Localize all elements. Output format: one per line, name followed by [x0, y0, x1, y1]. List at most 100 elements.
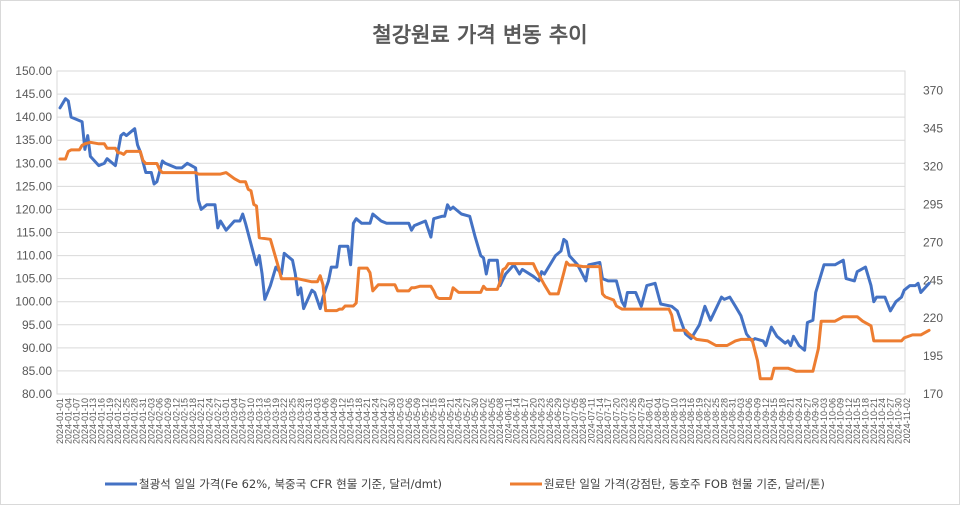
left-axis-tick-label: 80.00	[22, 387, 52, 401]
right-axis-tick-label: 295	[923, 197, 943, 211]
x-axis-tick-label: 2024-07-23	[620, 398, 630, 444]
x-axis-tick-label: 2024-08-10	[670, 398, 680, 444]
x-axis-tick-label: 2024-07-05	[570, 398, 580, 444]
x-axis-tick-label: 2024-06-08	[495, 398, 505, 444]
x-axis-tick-label: 2024-05-27	[462, 398, 472, 444]
x-axis-tick-label: 2024-07-29	[636, 398, 646, 444]
x-axis-tick-label: 2024-08-13	[678, 398, 688, 444]
left-axis-tick-label: 105.00	[15, 272, 52, 286]
series-line-1	[58, 97, 931, 352]
x-axis-tick-label: 2024-07-11	[587, 398, 597, 443]
x-axis-tick-label: 2024-01-19	[105, 398, 115, 444]
x-axis-tick-label: 2024-02-21	[196, 398, 206, 444]
x-axis-tick-label: 2024-09-03	[736, 398, 746, 444]
legend-label-1: 철광석 일일 가격(Fe 62%, 북중국 CFR 현물 기준, 달러/dmt)	[139, 477, 442, 491]
x-axis-tick-label: 2024-05-15	[429, 398, 439, 444]
x-axis-tick-label: 2024-08-01	[645, 398, 655, 444]
x-axis-tick-label: 2024-04-12	[337, 398, 347, 444]
x-axis-tick-label: 2024-04-03	[312, 398, 322, 444]
x-axis-tick-label: 2024-09-18	[777, 398, 787, 444]
x-axis-tick-label: 2024-05-21	[445, 398, 455, 444]
x-axis-tick-label: 2024-11-02	[902, 398, 912, 443]
x-axis-tick-label: 2024-07-02	[562, 398, 572, 444]
right-axis-tick-label: 270	[923, 235, 943, 249]
x-axis-tick-label: 2024-03-22	[279, 398, 289, 444]
right-axis-tick-label: 320	[923, 160, 943, 174]
left-axis-tick-label: 150.00	[15, 64, 52, 78]
x-axis-tick-label: 2024-03-04	[229, 398, 239, 444]
left-axis-tick-label: 90.00	[22, 341, 52, 355]
x-axis-tick-label: 2024-08-04	[653, 398, 663, 444]
x-axis-tick-label: 2024-02-18	[188, 398, 198, 444]
right-axis-tick-label: 345	[923, 122, 943, 136]
x-axis-tick-label: 2024-04-30	[387, 398, 397, 444]
x-axis-tick-label: 2024-03-13	[254, 398, 264, 444]
x-axis-tick-label: 2024-05-12	[420, 398, 430, 444]
x-axis-tick-label: 2024-09-15	[769, 398, 779, 444]
x-axis-tick-label: 2024-02-27	[213, 398, 223, 444]
right-axis-tick-label: 370	[923, 84, 943, 98]
x-axis-tick-label: 2024-07-17	[603, 398, 613, 444]
x-axis-tick-label: 2024-09-27	[802, 398, 812, 444]
left-axis-tick-label: 130.00	[15, 156, 52, 170]
left-axis-tick-label: 140.00	[15, 110, 52, 124]
x-axis-tick-label: 2024-09-12	[761, 398, 771, 444]
x-axis-tick-label: 2024-02-09	[163, 398, 173, 444]
x-axis-tick-label: 2024-08-22	[703, 398, 713, 444]
x-axis-tick-label: 2024-01-25	[121, 398, 131, 444]
right-axis-tick-label: 220	[923, 311, 943, 325]
x-axis-tick-label: 2024-10-21	[869, 398, 879, 444]
x-axis-tick-label: 2024-02-06	[155, 398, 165, 444]
x-axis-tick-label: 2024-08-25	[711, 398, 721, 444]
x-axis-tick-label: 2024-05-24	[454, 398, 464, 444]
x-axis-tick-label: 2024-03-16	[263, 398, 273, 444]
x-axis-tick-label: 2024-07-26	[628, 398, 638, 444]
x-axis-tick-label: 2024-01-16	[97, 398, 107, 444]
x-axis-tick-label: 2024-05-30	[470, 398, 480, 444]
x-axis-tick-label: 2024-03-01	[221, 398, 231, 444]
x-axis-tick-label: 2024-09-09	[753, 398, 763, 444]
x-axis-tick-label: 2024-08-07	[661, 398, 671, 444]
x-axis-tick-label: 2024-05-09	[412, 398, 422, 444]
x-axis-tick-label: 2024-06-29	[553, 398, 563, 444]
x-axis-tick-label: 2024-03-31	[304, 398, 314, 444]
x-axis-tick-label: 2024-04-24	[371, 398, 381, 444]
x-axis-tick-label: 2024-04-27	[379, 398, 389, 444]
left-axis-tick-label: 110.00	[16, 249, 52, 263]
x-axis-tick-label: 2024-03-19	[271, 398, 281, 444]
x-axis-tick-label: 2024-08-31	[728, 398, 738, 444]
x-axis-tick-label: 2024-09-24	[794, 398, 804, 444]
x-axis-tick-label: 2024-04-15	[346, 398, 356, 444]
left-axis-tick-label: 145.00	[15, 87, 52, 101]
x-axis-tick-label: 2024-10-30	[894, 398, 904, 444]
x-axis-tick-label: 2024-01-28	[130, 398, 140, 444]
x-axis-tick-label: 2024-04-18	[354, 398, 364, 444]
x-axis-tick-label: 2024-01-13	[88, 398, 98, 444]
x-axis-tick-label: 2024-03-25	[288, 398, 298, 444]
x-axis-tick-label: 2024-02-03	[146, 398, 156, 444]
series-line-2	[58, 140, 931, 381]
x-axis-tick-label: 2024-08-28	[719, 398, 729, 444]
x-axis-tick-label: 2024-01-22	[113, 398, 123, 444]
x-axis-tick-label: 2024-10-03	[819, 398, 829, 444]
x-axis-tick-label: 2024-10-27	[885, 398, 895, 444]
x-axis-tick-label: 2024-10-24	[877, 398, 887, 444]
x-axis-tick-label: 2024-06-26	[545, 398, 555, 444]
x-axis-tick-label: 2024-03-28	[296, 398, 306, 444]
x-axis-tick-label: 2024-08-19	[694, 398, 704, 444]
x-axis-tick-label: 2024-01-01	[55, 398, 65, 444]
x-axis-tick-label: 2024-01-04	[63, 398, 73, 444]
x-axis-tick-label: 2024-07-14	[595, 398, 605, 444]
left-axis-tick-label: 120.00	[15, 202, 52, 216]
left-axis-tick-label: 125.00	[15, 179, 52, 193]
x-axis-tick-label: 2024-10-15	[852, 398, 862, 444]
left-axis-tick-label: 115.00	[16, 226, 52, 240]
x-axis-tick-label: 2024-06-02	[479, 398, 489, 444]
left-axis-tick-label: 100.00	[15, 295, 52, 309]
x-axis-tick-label: 2024-05-06	[404, 398, 414, 444]
x-axis-tick-label: 2024-04-09	[329, 398, 339, 444]
x-axis-tick-label: 2024-06-11	[503, 398, 513, 443]
x-axis-tick-label: 2024-06-23	[537, 398, 547, 444]
x-axis-tick-label: 2024-01-07	[72, 398, 82, 444]
